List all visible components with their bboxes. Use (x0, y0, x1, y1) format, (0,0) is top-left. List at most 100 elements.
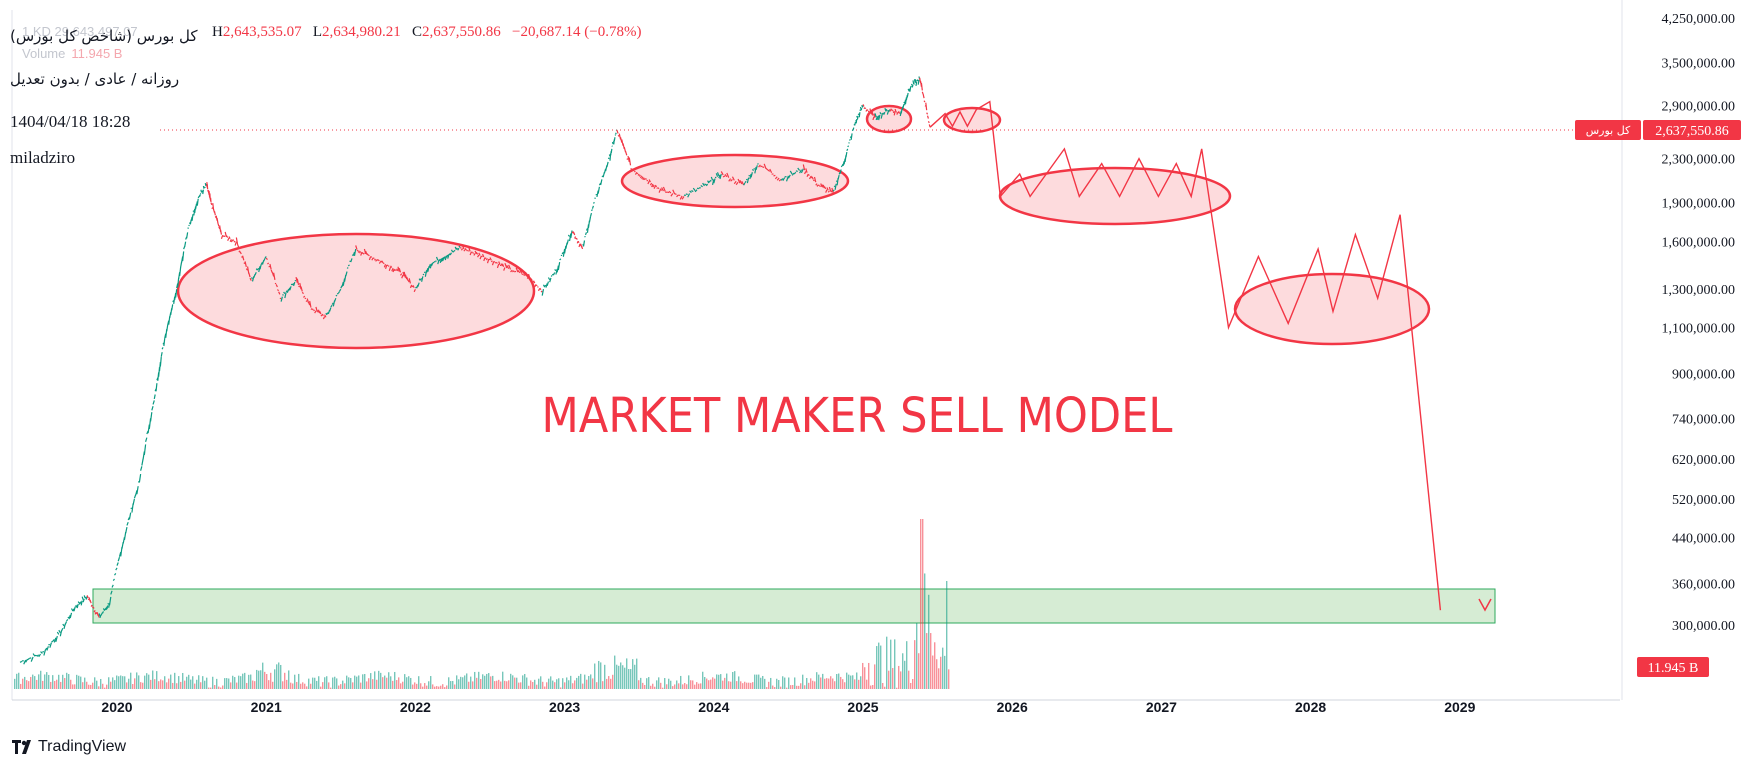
price-segment (575, 237, 578, 240)
price-segment (597, 186, 601, 194)
price-segment (744, 180, 747, 184)
y-tick-label: 1,900,000.00 (1662, 196, 1736, 211)
price-segment (417, 282, 420, 287)
price-segment (388, 266, 392, 271)
volume-bar (862, 662, 864, 689)
price-segment (352, 251, 356, 256)
price-segment (69, 612, 73, 619)
price-segment (383, 264, 387, 268)
volume-bar (672, 686, 674, 689)
volume-bar (778, 680, 780, 689)
price-segment (504, 262, 508, 269)
volume-bar (92, 682, 94, 689)
volume-bar (930, 633, 932, 689)
price-segment (245, 268, 249, 271)
volume-bar (16, 673, 18, 689)
volume-bar (146, 673, 148, 689)
volume-bar (788, 677, 790, 689)
price-segment (694, 189, 698, 193)
price-segment (763, 163, 767, 169)
y-tick-label: 1,100,000.00 (1662, 321, 1736, 336)
price-segment (227, 237, 230, 242)
volume-bar (596, 682, 598, 689)
price-segment (230, 239, 234, 243)
volume-bar (206, 677, 208, 689)
range-ellipse-2024[interactable] (620, 153, 850, 209)
price-segment (510, 269, 513, 273)
price-segment (645, 178, 647, 180)
annotation-text[interactable]: MARKET MAKER SELL MODEL (542, 388, 1173, 444)
price-segment (216, 217, 219, 224)
volume-bar (816, 672, 818, 689)
price-segment (106, 605, 109, 610)
price-segment (879, 111, 882, 115)
price-segment (921, 91, 924, 95)
price-segment (243, 262, 246, 265)
last-price-tag[interactable]: کل بورس 2,637,550.86 (1575, 120, 1741, 140)
volume-legend[interactable]: Volume 11.945 B (22, 46, 122, 61)
price-segment (320, 314, 323, 317)
volume-bar (346, 675, 348, 689)
price-segment (440, 257, 444, 262)
price-segment (285, 290, 288, 293)
volume-bar (534, 679, 536, 689)
price-segment (720, 171, 724, 176)
price-axis[interactable]: 4,250,000.00 3,500,000.00 2,900,000.00 2,30… (1662, 12, 1736, 634)
price-segment (345, 271, 348, 277)
price-segment (380, 260, 383, 263)
price-segment (624, 151, 628, 156)
volume-bar (772, 685, 774, 689)
symbol-title[interactable]: کل بورس (شاخص کل بورس) (10, 27, 198, 45)
volume-bar (904, 660, 906, 689)
range-ellipse-2021[interactable] (176, 232, 536, 350)
volume-bar (248, 674, 250, 689)
volume-bar (332, 677, 334, 689)
price-segment (412, 284, 415, 289)
volume-bar (162, 680, 164, 689)
volume-bar (780, 686, 782, 689)
price-segment (539, 287, 542, 291)
price-segment (449, 252, 452, 256)
price-segment (60, 627, 64, 632)
price-segment (815, 183, 818, 186)
range-ellipse-2025[interactable] (865, 104, 913, 134)
price-segment (255, 268, 258, 271)
volume-bar (312, 677, 314, 689)
price-segment (648, 179, 651, 183)
volume-bar (48, 674, 50, 689)
price-segment (319, 311, 322, 315)
volume-bar (674, 684, 676, 689)
volume-bar (794, 677, 796, 689)
projection-line (929, 100, 1442, 611)
y-tick-label: 620,000.00 (1672, 453, 1735, 468)
price-segment (577, 240, 580, 243)
volume-bar (854, 679, 856, 689)
support-zone-rectangle[interactable] (92, 588, 1496, 624)
volume-bar (388, 672, 390, 689)
volume-bar (712, 677, 714, 689)
price-segment (191, 214, 194, 221)
price-segment (360, 251, 363, 256)
price-segment (81, 596, 84, 600)
volume-bar (514, 677, 516, 689)
volume-bar (942, 647, 944, 689)
time-axis[interactable]: 2020 2021 2022 2023 2024 2025 2026 2027 2028 2029 (101, 699, 1475, 715)
volume-bar (30, 676, 32, 689)
range-ellipse-2025b[interactable] (942, 106, 1002, 134)
price-segment (837, 174, 840, 180)
volume-badge[interactable]: 11.945 B (1637, 657, 1709, 677)
volume-bar (444, 687, 446, 689)
volume-bar (306, 686, 308, 689)
volume-bar (314, 677, 316, 689)
price-segment (610, 148, 613, 154)
volume-bar (446, 685, 448, 689)
price-segment (923, 100, 926, 103)
price-segment (67, 616, 70, 619)
volume-bar (378, 670, 380, 689)
volume-bar (652, 683, 654, 689)
price-segment (373, 258, 377, 261)
tradingview-logo[interactable]: TradingView (12, 738, 126, 756)
projection-path[interactable] (929, 100, 1442, 611)
volume-bar (696, 682, 698, 689)
price-segment (570, 230, 573, 239)
